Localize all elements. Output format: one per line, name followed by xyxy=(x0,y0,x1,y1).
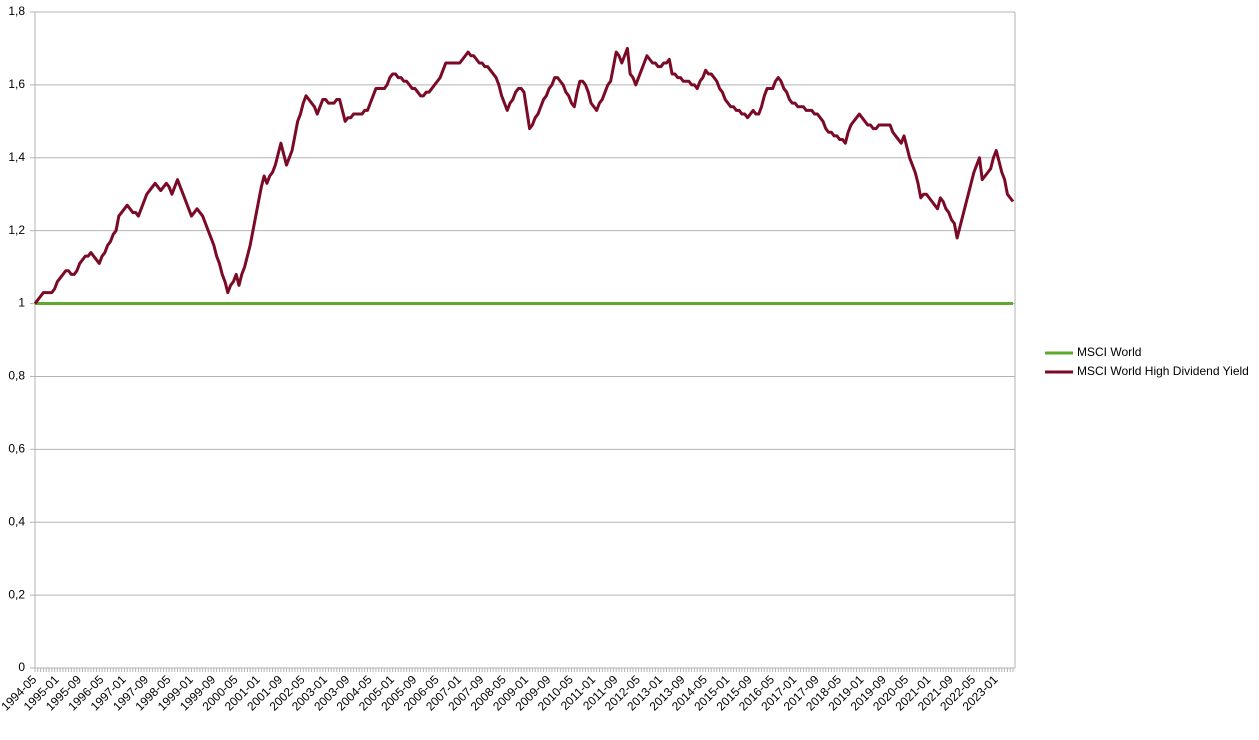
y-tick-label: 1,8 xyxy=(8,4,25,18)
y-tick-label: 1,6 xyxy=(8,77,25,91)
legend-label: MSCI World High Dividend Yield xyxy=(1077,364,1249,378)
y-tick-label: 0,2 xyxy=(8,587,25,601)
y-tick-label: 1,2 xyxy=(8,223,25,237)
y-tick-label: 0 xyxy=(18,660,25,674)
series-line xyxy=(33,46,1015,305)
y-tick-label: 0,4 xyxy=(8,514,25,528)
legend-label: MSCI World xyxy=(1077,345,1141,359)
y-tick-label: 1 xyxy=(18,296,25,310)
y-tick-label: 0,8 xyxy=(8,369,25,383)
y-tick-label: 0,6 xyxy=(8,442,25,456)
y-tick-label: 1,4 xyxy=(8,150,25,164)
